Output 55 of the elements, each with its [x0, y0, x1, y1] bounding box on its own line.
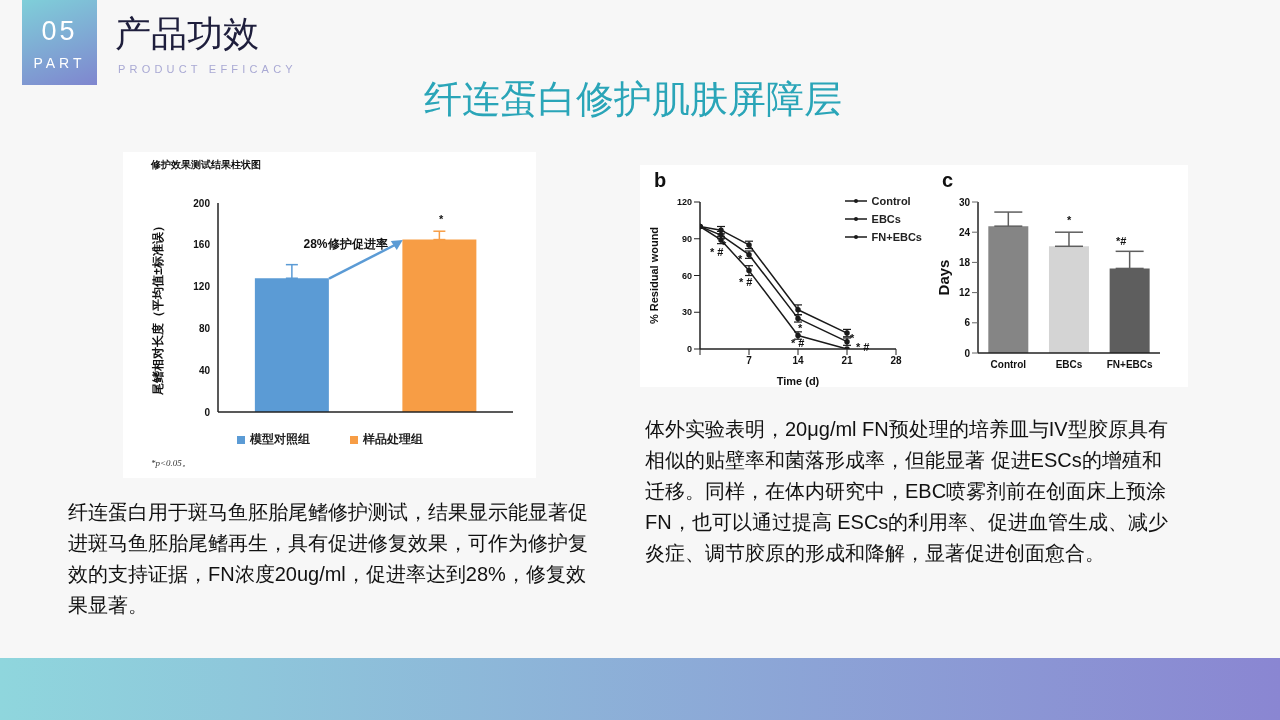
y-tick-label: 0	[964, 347, 971, 359]
y-tick-label: 80	[198, 322, 211, 334]
annotation: * #	[739, 276, 753, 288]
y-tick-label: 40	[198, 364, 211, 376]
annotation: 28%修护促进率	[303, 235, 388, 253]
y-axis-title: % Residual wound	[647, 226, 660, 325]
legend-label: Control	[871, 195, 911, 207]
annotation: *	[1067, 214, 1072, 226]
annotation: *	[850, 332, 855, 344]
legend-label: EBCs	[871, 213, 901, 225]
x-tick-label: 21	[841, 355, 853, 367]
text: *p<0.05。	[151, 457, 191, 470]
annotation: * #	[791, 337, 805, 349]
chart-title: c	[942, 169, 954, 192]
chart-title: 修护效果测试结果柱状图	[151, 158, 261, 172]
chart-title: b	[654, 169, 667, 192]
y-tick-label: 12	[958, 287, 971, 299]
y-tick-label: 0	[686, 344, 692, 355]
y-axis-title: Days	[935, 259, 953, 296]
text: 纤连蛋白用于斑马鱼胚胎尾鳍修护测试，结果显示能显著促进斑马鱼胚胎尾鳍再生，具有促进修复效果，可作为修护复效的支持证据，FN浓度20ug/ml，促进率达到28%，修复效果显著。	[68, 500, 589, 618]
text: 体外实验表明，20μg/ml FN预处理的培养皿与IV型胶原具有相似的贴壁率和菌落形成率，但能显著 促进ESCs的增殖和迁移。同样，在体内研究中，EBC喷雾剂前在创面床上预涂FN，也可以通过提高 ESCs的利用率、促进血管生成、减少炎症、调节胶原的形成和降解，显著促进创面愈合。	[645, 417, 1170, 566]
x-tick-label: Control	[990, 359, 1027, 371]
y-tick-label: 24	[958, 226, 971, 238]
x-tick-label: 7	[746, 355, 753, 367]
annotation: *#	[1116, 235, 1127, 247]
text: 产品功效	[115, 12, 259, 56]
legend-label: 模型对照组	[249, 431, 310, 448]
annotation: * #	[710, 246, 724, 258]
x-axis-title: Time (d)	[776, 375, 820, 387]
annotation: *	[798, 322, 803, 334]
y-tick-label: 120	[193, 281, 211, 293]
y-tick-label: 6	[964, 317, 971, 329]
legend-label: 样品处理组	[362, 431, 423, 448]
x-tick-label: 28	[890, 355, 902, 367]
y-tick-label: 90	[681, 233, 692, 244]
x-tick-label: EBCs	[1055, 359, 1083, 371]
x-tick-label: FN+EBCs	[1106, 359, 1154, 371]
text: PRODUCT EFFICACY	[118, 63, 297, 75]
x-tick-label: 14	[792, 355, 804, 367]
y-tick-label: 200	[193, 197, 211, 209]
annotation: *	[722, 239, 727, 251]
annotation: *	[439, 213, 444, 225]
y-tick-label: 160	[193, 239, 211, 251]
text: PART	[32, 55, 87, 71]
y-axis-title: 尾鳍相对长度（平均值±标准误）	[151, 220, 166, 396]
y-tick-label: 60	[681, 270, 692, 281]
y-tick-label: 0	[204, 406, 211, 418]
text: 纤连蛋白修护肌肤屏障层	[423, 77, 843, 122]
y-tick-label: 18	[958, 256, 971, 268]
y-tick-label: 30	[681, 307, 692, 318]
y-tick-label: 120	[676, 197, 692, 208]
annotation: *	[738, 253, 743, 265]
y-tick-label: 30	[958, 196, 971, 208]
text: 05	[40, 16, 79, 47]
legend-label: FN+EBCs	[871, 231, 922, 243]
